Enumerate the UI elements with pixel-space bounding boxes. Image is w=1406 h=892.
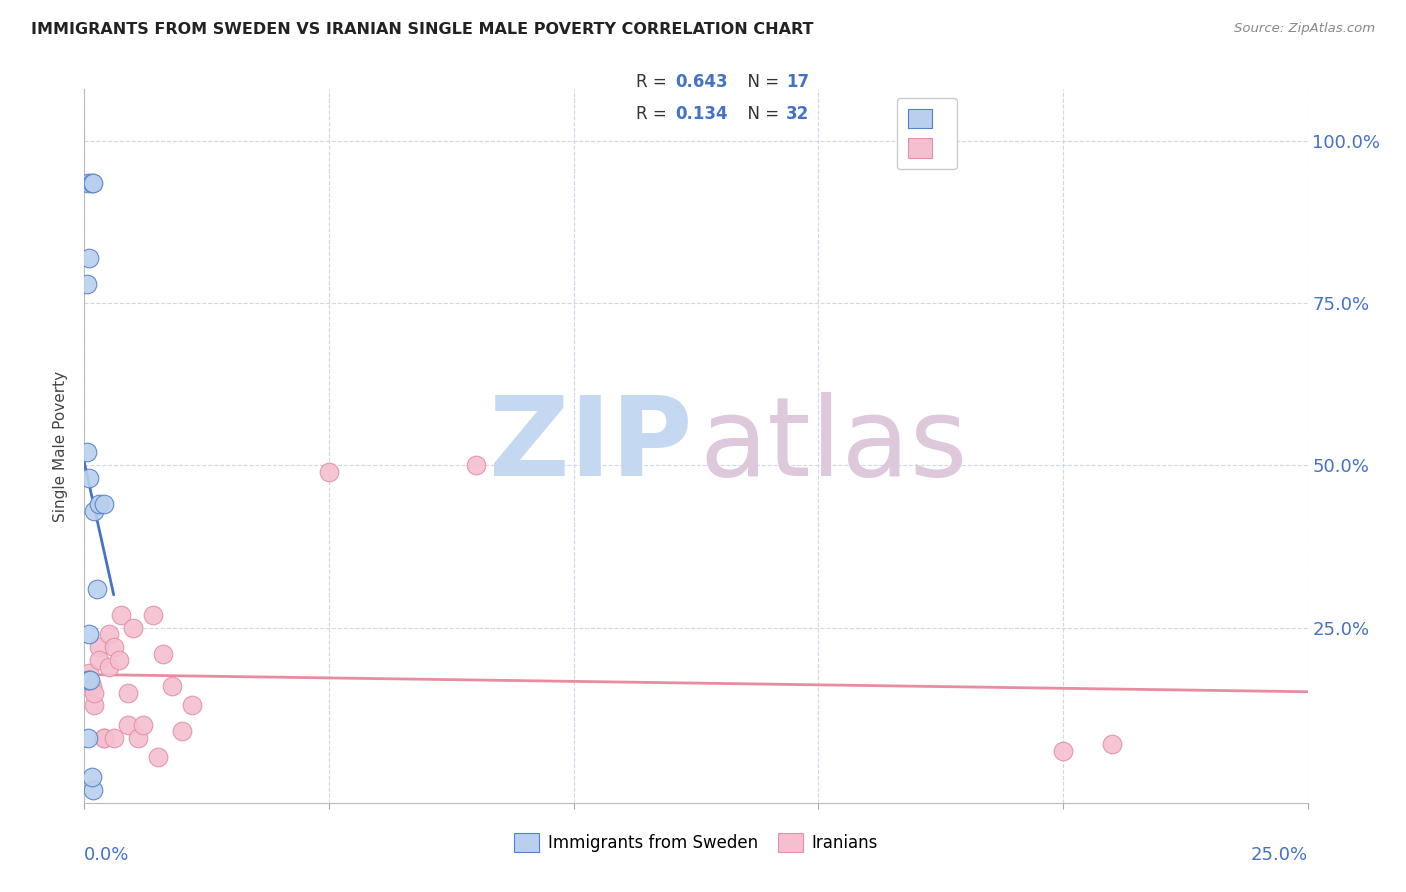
Text: atlas: atlas — [700, 392, 969, 500]
Text: 17: 17 — [786, 73, 808, 91]
Point — [86, 582, 108, 596]
Point — [464, 458, 486, 473]
Point — [103, 731, 125, 745]
Point — [87, 497, 110, 511]
Point — [80, 679, 103, 693]
Point — [172, 724, 194, 739]
Text: 0.643: 0.643 — [675, 73, 727, 91]
Text: 32: 32 — [786, 105, 810, 123]
Point — [82, 782, 104, 797]
Point — [83, 685, 105, 699]
Point — [76, 679, 98, 693]
Text: 25.0%: 25.0% — [1250, 846, 1308, 863]
Point — [76, 445, 98, 459]
Point — [77, 666, 100, 681]
Point — [181, 698, 204, 713]
Text: N =: N = — [737, 73, 785, 91]
Point — [77, 673, 100, 687]
Point — [162, 679, 184, 693]
Point — [93, 731, 115, 745]
Point — [76, 277, 98, 291]
Point — [142, 607, 165, 622]
Point — [146, 750, 169, 764]
Point — [80, 176, 103, 190]
Point — [76, 731, 98, 745]
Point — [77, 673, 100, 687]
Point — [1101, 738, 1123, 752]
Point — [83, 504, 105, 518]
Point — [80, 770, 103, 784]
Text: ZIP: ZIP — [489, 392, 692, 500]
Point — [103, 640, 125, 654]
Text: R =: R = — [636, 105, 672, 123]
Point — [77, 627, 100, 641]
Point — [107, 653, 129, 667]
Point — [93, 731, 115, 745]
Point — [152, 647, 174, 661]
Point — [97, 659, 120, 673]
Point — [110, 607, 132, 622]
Point — [117, 718, 139, 732]
Point — [127, 731, 149, 745]
Point — [83, 698, 105, 713]
Point — [97, 627, 120, 641]
Text: Source: ZipAtlas.com: Source: ZipAtlas.com — [1234, 22, 1375, 36]
Point — [93, 497, 115, 511]
Point — [117, 685, 139, 699]
Text: 0.0%: 0.0% — [84, 846, 129, 863]
Text: N =: N = — [737, 105, 785, 123]
Point — [77, 176, 100, 190]
Point — [318, 465, 340, 479]
Legend: Immigrants from Sweden, Iranians: Immigrants from Sweden, Iranians — [508, 827, 884, 859]
Y-axis label: Single Male Poverty: Single Male Poverty — [53, 370, 69, 522]
Text: 0.134: 0.134 — [675, 105, 727, 123]
Point — [87, 640, 110, 654]
Point — [132, 718, 155, 732]
Point — [87, 653, 110, 667]
Point — [1052, 744, 1074, 758]
Point — [122, 621, 145, 635]
Point — [77, 471, 100, 485]
Text: IMMIGRANTS FROM SWEDEN VS IRANIAN SINGLE MALE POVERTY CORRELATION CHART: IMMIGRANTS FROM SWEDEN VS IRANIAN SINGLE… — [31, 22, 814, 37]
Point — [77, 251, 100, 265]
Point — [75, 673, 97, 687]
Point — [82, 176, 104, 190]
Point — [79, 673, 101, 687]
Text: R =: R = — [636, 73, 672, 91]
